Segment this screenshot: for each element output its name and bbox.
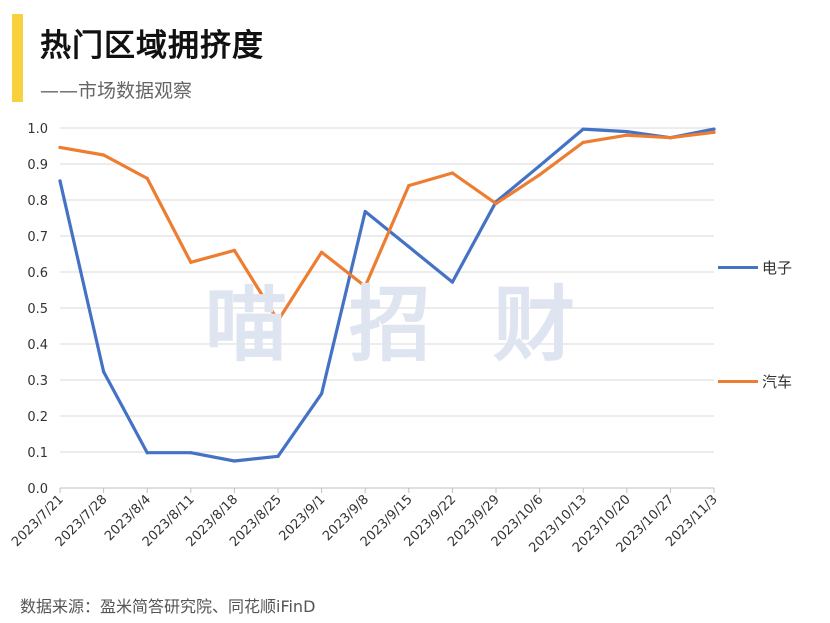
data-point: [625, 130, 629, 134]
data-point: [320, 392, 324, 396]
y-tick-label: 0.5: [27, 302, 48, 317]
data-point: [320, 250, 324, 254]
data-point: [58, 179, 62, 183]
data-point: [625, 133, 629, 137]
legend-item-auto: 汽车: [718, 371, 792, 392]
data-point: [276, 319, 280, 323]
data-point: [407, 245, 411, 249]
data-point: [538, 164, 542, 168]
y-tick-label: 0.1: [27, 446, 48, 461]
data-point: [145, 176, 149, 180]
legend-swatch-auto: [718, 380, 758, 383]
data-point: [712, 130, 716, 134]
y-tick-label: 0.4: [27, 338, 48, 353]
data-point: [189, 260, 193, 264]
data-point: [102, 153, 106, 157]
legend-label-auto: 汽车: [762, 373, 793, 391]
y-tick-label: 0.8: [27, 194, 48, 209]
data-point: [450, 171, 454, 175]
data-point: [145, 451, 149, 455]
data-point: [232, 459, 236, 463]
page-subtitle: ——市场数据观察: [40, 80, 193, 102]
legend-item-electronics: 电子: [718, 257, 792, 278]
data-point: [494, 202, 498, 206]
data-point: [102, 370, 106, 374]
title-accent-bar: [12, 14, 23, 102]
data-point: [668, 136, 673, 140]
data-point: [232, 248, 236, 252]
y-tick-label: 0.9: [27, 158, 48, 173]
series-line-electronics: [58, 127, 716, 463]
data-point: [189, 451, 193, 455]
data-point: [538, 173, 542, 177]
data-point: [363, 209, 367, 214]
x-tick-label: 2023/9/1: [277, 492, 329, 544]
data-point: [276, 454, 280, 458]
page-title: 热门区域拥挤度: [40, 28, 264, 64]
series-line-auto: [58, 130, 716, 323]
data-point: [581, 127, 585, 131]
data-point: [581, 140, 585, 144]
y-tick-label: 0.0: [27, 482, 48, 497]
data-point: [58, 145, 62, 150]
data-point: [712, 127, 716, 131]
y-tick-label: 0.2: [27, 410, 48, 425]
data-point: [407, 184, 411, 188]
legend-label-electronics: 电子: [762, 259, 793, 277]
y-tick-label: 1.0: [27, 122, 48, 137]
watermark-logo: 喵招财: [205, 278, 638, 373]
data-source-note: 数据来源：盈米简答研究院、同花顺iFinD: [20, 597, 316, 616]
y-tick-label: 0.7: [27, 230, 48, 245]
data-point: [450, 280, 454, 284]
data-point: [363, 284, 367, 288]
y-tick-label: 0.6: [27, 266, 48, 281]
legend-swatch-electronics: [718, 266, 758, 269]
y-tick-label: 0.3: [27, 374, 48, 389]
